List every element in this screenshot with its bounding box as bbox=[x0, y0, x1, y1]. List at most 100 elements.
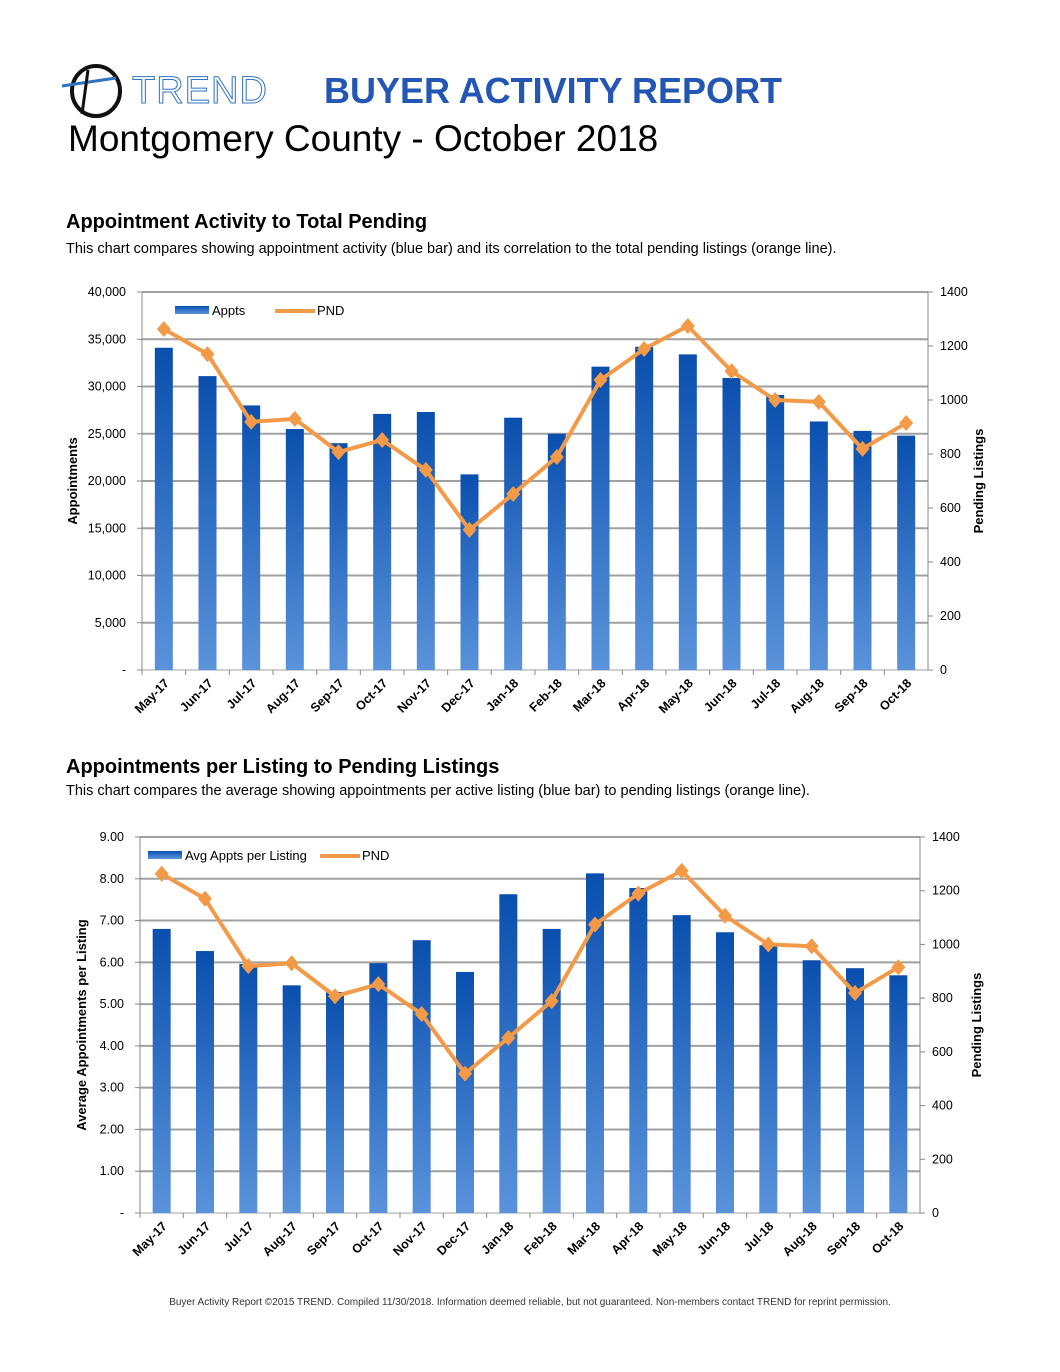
y2-tick-label: 800 bbox=[940, 447, 961, 461]
y-tick-label: 30,000 bbox=[88, 380, 126, 394]
y2-tick-label: 200 bbox=[932, 1152, 953, 1166]
y-axis-title: Average Appointments per Listing bbox=[74, 919, 89, 1130]
x-tick-label: Sep-18 bbox=[824, 1219, 863, 1258]
pnd-point-May-17 bbox=[154, 865, 169, 882]
y-tick-label: 10,000 bbox=[88, 569, 126, 583]
x-tick-label: Sep-17 bbox=[304, 1219, 343, 1258]
pnd-point-Jul-18 bbox=[761, 936, 776, 953]
pnd-point-Mar-18 bbox=[593, 372, 608, 389]
pnd-line bbox=[162, 324, 908, 532]
y-tick-label: 35,000 bbox=[88, 332, 126, 346]
legend-bar-label: Appts bbox=[212, 303, 246, 318]
bar-Jan-18 bbox=[504, 417, 523, 670]
bar-Mar-18 bbox=[586, 873, 604, 1213]
pnd-point-Aug-17 bbox=[287, 410, 302, 427]
trend-logo-icon bbox=[61, 64, 122, 118]
bar-Aug-18 bbox=[809, 421, 828, 670]
bar-Aug-17 bbox=[285, 429, 304, 670]
pnd-point-Apr-18 bbox=[637, 340, 652, 357]
bar-Oct-17 bbox=[373, 413, 392, 670]
pnd-point-Feb-18 bbox=[544, 993, 559, 1010]
bar-Oct-17 bbox=[369, 963, 388, 1213]
bar-Jun-18 bbox=[716, 932, 734, 1213]
footer-disclaimer: Buyer Activity Report ©2015 TREND. Compi… bbox=[169, 1297, 891, 1308]
bar-Jun-17 bbox=[196, 951, 214, 1213]
y2-tick-label: 1000 bbox=[932, 937, 960, 951]
bar-May-17 bbox=[152, 928, 171, 1213]
pnd-point-Nov-17 bbox=[418, 461, 433, 478]
y-axis-title: Appointments bbox=[65, 437, 80, 524]
bar-Sep-17 bbox=[329, 443, 348, 670]
y2-tick-label: 1000 bbox=[940, 393, 968, 407]
pnd-point-Jun-18 bbox=[724, 363, 739, 380]
chart1-description: This chart compares showing appointment … bbox=[66, 241, 837, 257]
y2-tick-label: 200 bbox=[940, 609, 961, 623]
y-tick-label: 15,000 bbox=[88, 521, 126, 535]
y2-tick-label: 400 bbox=[932, 1099, 953, 1113]
y-tick-label: 5,000 bbox=[95, 616, 126, 630]
legend-bar-swatch bbox=[148, 851, 182, 859]
chart2: - 1.00 2.00 3.00 4.00 5.00 6.00 7.00 8.00 9.00 0 20… bbox=[74, 830, 984, 1259]
y2-tick-label: 1400 bbox=[932, 830, 960, 844]
chart2-description: This chart compares the average showing … bbox=[66, 783, 810, 799]
pnd-point-Nov-17 bbox=[414, 1005, 429, 1022]
y-tick-label: 40,000 bbox=[88, 285, 126, 299]
y2-tick-label: 0 bbox=[932, 1206, 939, 1220]
pnd-point-Sep-18 bbox=[848, 985, 862, 1002]
x-tick-label: Dec-17 bbox=[434, 1219, 473, 1258]
bar-Jul-18 bbox=[759, 945, 778, 1213]
bar-Sep-18 bbox=[846, 968, 864, 1213]
pnd-line bbox=[160, 868, 900, 1076]
y-tick-label: 6.00 bbox=[100, 955, 124, 969]
bar-Aug-17 bbox=[282, 985, 301, 1213]
y2-tick-label: 1200 bbox=[940, 339, 968, 353]
pnd-point-Feb-18 bbox=[549, 448, 564, 465]
bar-Sep-17 bbox=[326, 991, 344, 1213]
pnd-point-Sep-17 bbox=[331, 444, 346, 461]
y-tick-label: 5.00 bbox=[100, 997, 124, 1011]
y-tick-label: 1.00 bbox=[100, 1164, 124, 1178]
y2-tick-label: 400 bbox=[940, 555, 961, 569]
legend-line-label: PND bbox=[317, 303, 344, 318]
y2-tick-label: 800 bbox=[932, 991, 953, 1005]
pnd-point-Oct-18 bbox=[899, 414, 914, 431]
x-tick-label: Feb-18 bbox=[521, 1219, 559, 1257]
bar-Mar-18 bbox=[591, 366, 610, 670]
pnd-point-Jun-17 bbox=[198, 890, 212, 907]
x-tick-label: Oct-17 bbox=[349, 1219, 386, 1256]
pnd-point-Oct-17 bbox=[375, 431, 390, 448]
pnd-point-Mar-18 bbox=[588, 916, 602, 933]
pnd-point-Jul-17 bbox=[241, 958, 256, 975]
legend-bar-label: Avg Appts per Listing bbox=[185, 848, 307, 863]
bar-Dec-17 bbox=[456, 971, 474, 1213]
y-tick-label: 25,000 bbox=[88, 427, 126, 441]
pnd-point-Sep-17 bbox=[328, 988, 342, 1005]
bar-Aug-18 bbox=[802, 960, 821, 1213]
x-tick-label: Oct-18 bbox=[869, 1219, 906, 1256]
pnd-point-Dec-17 bbox=[458, 1065, 472, 1082]
x-tick-label: Apr-18 bbox=[609, 1219, 647, 1257]
y2-tick-label: 600 bbox=[932, 1045, 953, 1059]
bar-Jul-18 bbox=[766, 395, 785, 670]
bar-Nov-17 bbox=[412, 940, 431, 1213]
chart1: - 5,000 10,000 15,000 20,000 25,000 30,000 35,0… bbox=[65, 285, 986, 716]
y2-axis-title: Pending Listings bbox=[971, 429, 986, 534]
chart2-title: Appointments per Listing to Pending List… bbox=[66, 756, 500, 778]
bar-Jun-18 bbox=[722, 377, 741, 670]
pnd-point-Jan-18 bbox=[501, 1029, 516, 1046]
y-tick-label: 8.00 bbox=[100, 872, 124, 886]
bar-Apr-18 bbox=[635, 346, 654, 670]
report-subtitle: Montgomery County - October 2018 bbox=[68, 118, 659, 159]
y2-tick-label: 1200 bbox=[932, 884, 960, 898]
bar-May-18 bbox=[678, 354, 697, 670]
y2-tick-label: 600 bbox=[940, 501, 961, 515]
y-tick-label: 2.00 bbox=[100, 1122, 124, 1136]
x-tick-label: Nov-17 bbox=[390, 1219, 429, 1258]
x-tick-label: Jun-17 bbox=[175, 1219, 213, 1257]
pnd-point-Oct-18 bbox=[891, 959, 906, 976]
y-tick-label: 9.00 bbox=[100, 830, 124, 844]
bar-Oct-18 bbox=[889, 975, 908, 1213]
bar-Sep-18 bbox=[853, 430, 872, 670]
x-tick-label: Jan-18 bbox=[479, 1219, 517, 1257]
